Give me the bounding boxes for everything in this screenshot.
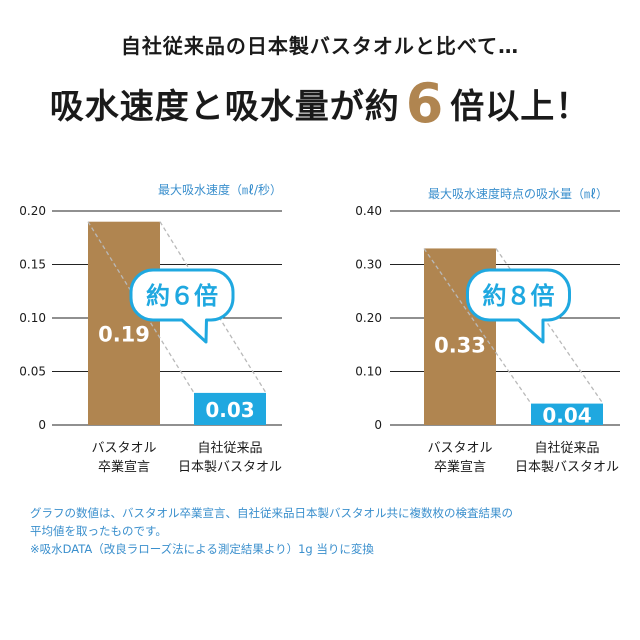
headline-after: 倍以上！	[450, 87, 591, 127]
chart-2-ylabel: 最大吸水速度時点の吸水量（㎖）	[428, 186, 608, 201]
chart-1-y-tick-label: 0.20	[19, 204, 46, 218]
chart-2-y-tick-label: 0.10	[355, 365, 382, 379]
chart-1-value-label: 0.03	[205, 398, 254, 422]
chart-2-callout-bubble	[466, 268, 571, 344]
chart-2-category-label: バスタオル	[427, 441, 492, 456]
chart-2-y-tick-label: 0.40	[355, 204, 382, 218]
chart-1-bar-1	[88, 221, 160, 425]
chart-1-y-tick-label: 0	[38, 418, 46, 432]
chart-2-category-label: 自社従来品	[534, 440, 599, 456]
chart-1-category-label: 卒業宣言	[98, 459, 150, 475]
chart-1-category-label: 日本製バスタオル	[178, 460, 282, 475]
chart-2-category-label: 日本製バスタオル	[515, 460, 619, 475]
chart-2-y-tick-label: 0.30	[355, 258, 382, 272]
headline-number: 6	[405, 72, 445, 135]
subtitle: 自社従来品の日本製バスタオルと比べて…	[120, 34, 520, 58]
chart-1-callout-bubble	[129, 268, 235, 344]
chart-1-bar-2	[194, 392, 266, 425]
chart-1-y-tick-label: 0.10	[19, 311, 46, 325]
headline: 吸水速度と吸水量が約 6 倍以上！	[0, 74, 640, 137]
chart-2-value-label: 0.33	[434, 334, 486, 358]
chart-2-bar-2	[531, 403, 603, 425]
chart-2-y-tick-label: 0.20	[355, 311, 382, 325]
chart-1-y-tick-label: 0.15	[19, 258, 46, 272]
chart-1-callout-text: 約６倍	[146, 282, 218, 310]
headline-before: 吸水速度と吸水量が約	[49, 87, 400, 127]
chart-1-ylabel: 最大吸水速度（㎖/秒）	[158, 182, 282, 197]
footnote-line: ※吸水DATA（改良ラローズ法による測定結果より）1g 当りに変換	[30, 542, 374, 556]
chart-2-category-label: 卒業宣言	[434, 459, 486, 475]
chart-1-y-tick-label: 0.05	[19, 365, 46, 379]
footnote-line: グラフの数値は、バスタオル卒業宣言、自社従来品日本製バスタオル共に複数枚の検査結…	[30, 506, 513, 520]
chart-2-callout-text: 約８倍	[483, 282, 555, 310]
chart-1-value-label: 0.19	[98, 323, 150, 347]
chart-1-category-label: 自社従来品	[197, 440, 262, 456]
chart-1-category-label: バスタオル	[91, 441, 156, 456]
footnotes: グラフの数値は、バスタオル卒業宣言、自社従来品日本製バスタオル共に複数枚の検査結…	[30, 504, 620, 558]
chart-2-connector-line	[423, 248, 532, 404]
chart-2-y-tick-label: 0	[374, 418, 382, 432]
footnote-line: 平均値を取ったものです。	[30, 524, 167, 538]
chart-2-value-label: 0.04	[542, 403, 591, 427]
